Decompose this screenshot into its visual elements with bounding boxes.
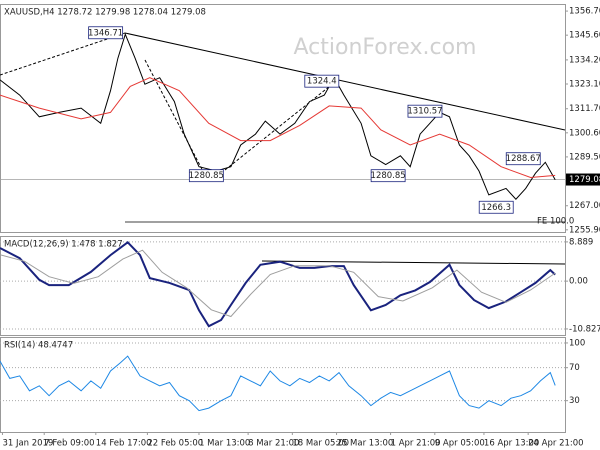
annotation-label: 1346.71 xyxy=(88,28,123,38)
y-tick-label: 8.889 xyxy=(569,237,593,247)
panel-title: XAUUSD,H4 1278.72 1279.98 1278.04 1279.0… xyxy=(4,8,206,18)
y-tick-label: 1345.60 xyxy=(569,31,600,41)
annotation-box xyxy=(407,104,443,118)
y-tick-label: 1289.50 xyxy=(569,152,600,162)
annotation-label: 1310.57 xyxy=(407,107,442,117)
y-tick-label: 1267.00 xyxy=(569,201,600,211)
x-tick-label: 14 Feb 17:00 xyxy=(96,439,152,449)
annotation-box xyxy=(304,74,340,88)
macd-trendline xyxy=(261,260,566,265)
annotation-label: 1324.4 xyxy=(307,77,337,87)
x-tick-label: 1 Apr 21:00 xyxy=(391,439,441,449)
series-line xyxy=(0,240,556,328)
x-tick-label: 9 Apr 05:00 xyxy=(435,439,485,449)
panel-title: MACD(12,26,9) 1.478 1.827 xyxy=(4,240,123,250)
last-price-box xyxy=(566,173,600,186)
x-tick-label: 31 Jan 2019 xyxy=(2,439,53,449)
annotation-box xyxy=(88,26,124,40)
fe-label: FE 100.0 xyxy=(537,217,574,227)
x-tick-label: 25 Mar 13:00 xyxy=(337,439,394,449)
annotation-label: 1266.3 xyxy=(481,203,511,213)
last-price-label: 1279.08 xyxy=(569,175,600,185)
series-line xyxy=(0,249,556,318)
series-line xyxy=(0,355,556,412)
series-line xyxy=(0,32,556,200)
dashed-trendline xyxy=(0,32,126,76)
x-tick-label: 18 Mar 05:00 xyxy=(292,439,349,449)
dashed-trendline xyxy=(144,59,206,176)
y-tick-label: 1255.90 xyxy=(569,225,600,235)
series-line xyxy=(0,77,556,179)
dashed-trendline xyxy=(224,81,336,171)
annotation-box xyxy=(188,169,224,183)
annotation-box xyxy=(505,152,541,166)
x-tick-label: 7 Feb 09:00 xyxy=(44,439,94,449)
watermark: ActionForex.com xyxy=(294,35,477,60)
x-tick-label: 8 Mar 21:00 xyxy=(248,439,299,449)
y-tick-label: 100 xyxy=(569,338,585,348)
y-tick-label: 1356.70 xyxy=(569,7,600,17)
y-tick-label: 0.00 xyxy=(569,277,588,287)
x-tick-label: 1 Mar 13:00 xyxy=(199,439,250,449)
x-tick-label: 24 Apr 21:00 xyxy=(528,439,583,449)
y-tick-label: 1323.10 xyxy=(569,79,600,89)
y-tick-label: 1334.20 xyxy=(569,55,600,65)
annotation-label: 1280.85 xyxy=(371,171,406,181)
macd-panel-frame xyxy=(0,236,566,336)
annotation-label: 1288.67 xyxy=(506,154,541,164)
panel-title: RSI(14) 48.4747 xyxy=(4,341,73,351)
trendline xyxy=(124,32,566,131)
annotation-box xyxy=(370,169,406,183)
y-tick-label: 1300.60 xyxy=(569,128,600,138)
y-tick-label: 1311.70 xyxy=(569,104,600,114)
annotation-box xyxy=(478,200,514,214)
y-tick-label: 70 xyxy=(569,363,580,373)
price-panel-frame xyxy=(0,4,566,233)
y-tick-label: -10.827 xyxy=(569,324,600,334)
y-tick-label: 30 xyxy=(569,396,580,406)
annotation-label: 1280.85 xyxy=(189,171,224,181)
x-tick-label: 22 Feb 05:00 xyxy=(147,439,203,449)
x-tick-label: 16 Apr 13:00 xyxy=(484,439,539,449)
rsi-panel-frame xyxy=(0,337,566,433)
